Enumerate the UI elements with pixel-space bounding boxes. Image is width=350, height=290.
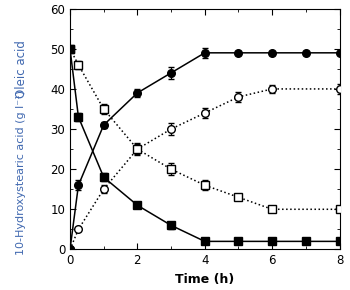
X-axis label: Time (h): Time (h) [175, 273, 234, 286]
Text: 10-Hydroxystearic acid (g l⁻¹): 10-Hydroxystearic acid (g l⁻¹) [16, 90, 27, 255]
Text: Oleic acid: Oleic acid [15, 40, 28, 98]
